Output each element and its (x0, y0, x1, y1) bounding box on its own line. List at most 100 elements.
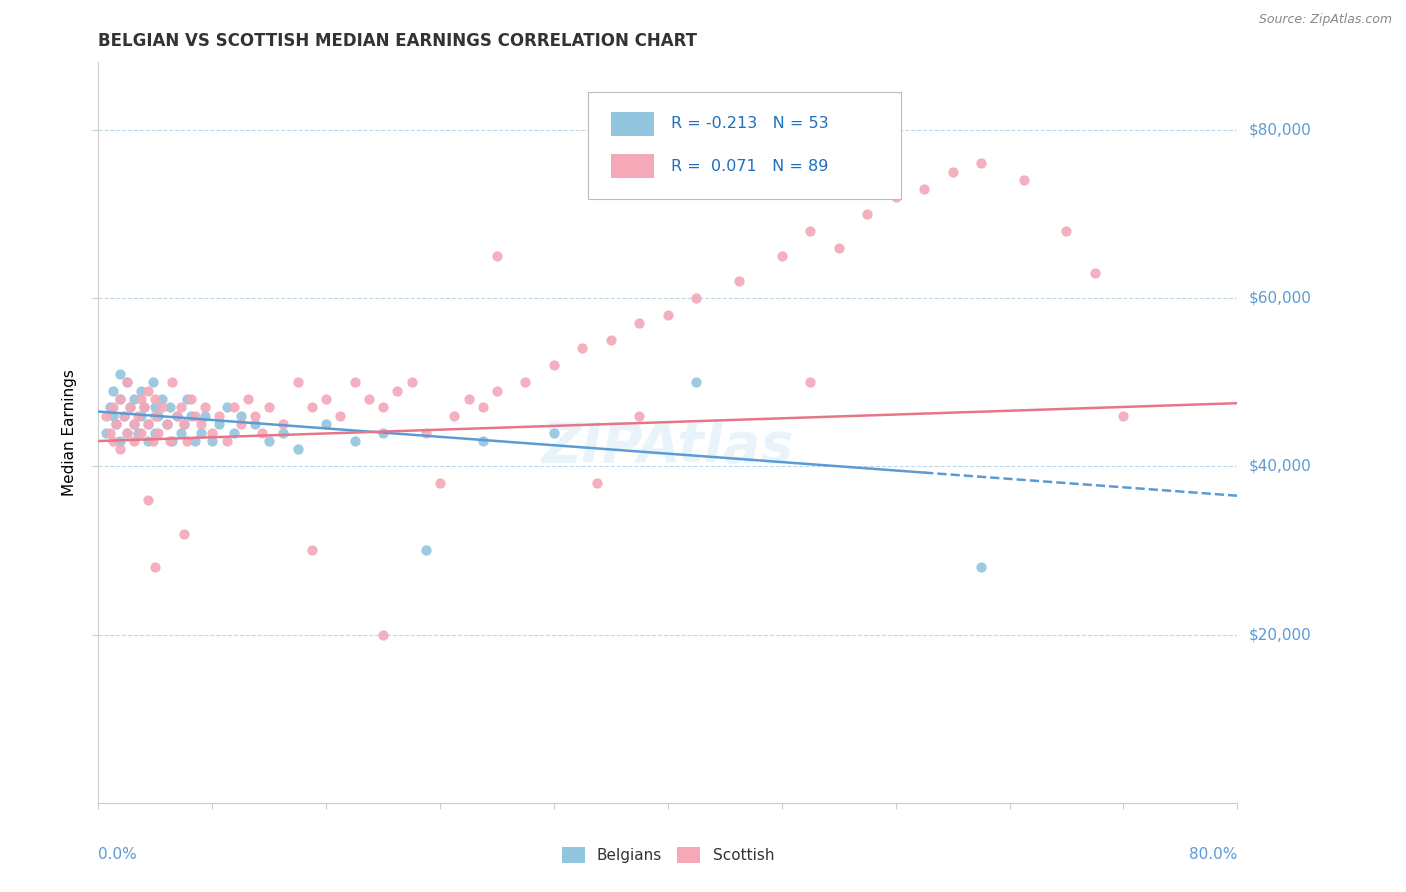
Point (104, 417, 127, 432)
Point (101, 434, 124, 448)
Point (301, 401, 323, 415)
Point (108, 367, 131, 381)
Point (173, 417, 195, 432)
Point (329, 409, 352, 423)
Point (152, 392, 174, 406)
Point (132, 401, 155, 415)
Point (145, 401, 167, 415)
Point (115, 375, 138, 389)
Point (657, 308, 679, 322)
Text: $60,000: $60,000 (1249, 291, 1312, 305)
Point (208, 417, 231, 432)
Point (301, 543, 323, 558)
FancyBboxPatch shape (588, 92, 901, 200)
Point (287, 442, 309, 457)
Point (373, 425, 395, 440)
Point (343, 375, 366, 389)
Point (208, 409, 231, 423)
Point (970, 156, 993, 170)
Point (387, 384, 409, 398)
Point (122, 417, 145, 432)
Point (1012, 173, 1035, 187)
Point (543, 359, 565, 373)
Point (194, 409, 217, 423)
Point (176, 434, 198, 448)
Point (112, 409, 135, 423)
Point (194, 401, 217, 415)
Point (101, 384, 124, 398)
Point (856, 207, 879, 221)
Point (770, 249, 793, 263)
Point (243, 417, 266, 432)
Point (685, 291, 707, 305)
Legend: Belgians, Scottish: Belgians, Scottish (555, 841, 780, 870)
Point (173, 417, 195, 432)
Point (273, 417, 295, 432)
Point (287, 375, 309, 389)
Text: $20,000: $20,000 (1249, 627, 1312, 642)
Point (471, 434, 494, 448)
Point (250, 425, 273, 440)
Point (884, 190, 907, 204)
Point (115, 425, 138, 440)
FancyBboxPatch shape (612, 112, 654, 136)
Point (127, 425, 149, 440)
Text: BELGIAN VS SCOTTISH MEDIAN EARNINGS CORRELATION CHART: BELGIAN VS SCOTTISH MEDIAN EARNINGS CORR… (98, 32, 697, 50)
Point (222, 401, 245, 415)
Point (912, 181, 935, 195)
Point (259, 401, 281, 415)
Point (127, 409, 149, 423)
FancyBboxPatch shape (612, 154, 654, 178)
Text: $80,000: $80,000 (1249, 122, 1312, 137)
Point (101, 409, 124, 423)
Point (243, 409, 266, 423)
Point (108, 392, 131, 406)
Point (112, 409, 135, 423)
Point (201, 425, 224, 440)
Point (828, 240, 851, 255)
Point (156, 417, 179, 432)
Point (201, 434, 224, 448)
Point (118, 401, 141, 415)
Point (585, 476, 607, 491)
Point (315, 392, 337, 406)
Point (141, 375, 163, 389)
Y-axis label: Median Earnings: Median Earnings (62, 369, 77, 496)
Point (148, 425, 170, 440)
Point (628, 316, 651, 330)
Text: R = -0.213   N = 53: R = -0.213 N = 53 (671, 116, 830, 131)
Point (136, 492, 159, 507)
Point (515, 375, 537, 389)
Point (180, 392, 202, 406)
Point (180, 409, 202, 423)
Point (159, 401, 181, 415)
Text: ZIPAtlas: ZIPAtlas (541, 420, 794, 475)
Point (190, 425, 212, 440)
Point (166, 409, 188, 423)
Text: R =  0.071   N = 89: R = 0.071 N = 89 (671, 159, 828, 174)
Point (173, 526, 195, 541)
Point (443, 409, 465, 423)
Point (170, 425, 193, 440)
Point (101, 401, 124, 415)
Point (122, 417, 145, 432)
Text: 0.0%: 0.0% (98, 847, 138, 863)
Point (970, 560, 993, 574)
Point (373, 627, 395, 641)
Point (236, 392, 259, 406)
Point (129, 425, 152, 440)
Point (162, 434, 184, 448)
Point (685, 375, 707, 389)
Point (136, 417, 159, 432)
Point (942, 165, 965, 179)
Point (471, 401, 494, 415)
Point (176, 392, 198, 406)
Point (129, 409, 152, 423)
Point (145, 560, 167, 574)
Point (136, 384, 159, 398)
Point (215, 401, 238, 415)
Point (373, 401, 395, 415)
Point (159, 434, 181, 448)
Point (148, 409, 170, 423)
Point (108, 392, 131, 406)
